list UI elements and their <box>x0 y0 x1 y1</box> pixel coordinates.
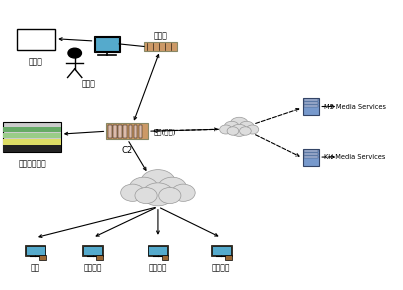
Circle shape <box>158 177 187 198</box>
Bar <box>304 105 318 107</box>
Text: MS Media Services: MS Media Services <box>324 104 386 110</box>
Bar <box>304 102 318 104</box>
Bar <box>148 246 167 255</box>
Bar <box>3 122 61 152</box>
Text: 上传(可选): 上传(可选) <box>154 128 177 135</box>
Bar <box>83 246 102 255</box>
Bar <box>3 127 61 132</box>
Bar <box>3 133 61 138</box>
Text: KH Media Services: KH Media Services <box>324 154 385 160</box>
Circle shape <box>171 184 195 201</box>
Text: 点播: 点播 <box>31 264 40 273</box>
Text: 课件点播: 课件点播 <box>149 264 167 273</box>
Bar <box>162 255 168 260</box>
Bar <box>147 245 168 255</box>
Circle shape <box>240 127 251 135</box>
Circle shape <box>129 177 158 198</box>
Bar <box>303 149 319 166</box>
Bar <box>144 42 177 51</box>
Text: 直播课堂: 直播课堂 <box>83 264 102 273</box>
Bar <box>303 98 319 115</box>
Bar <box>96 255 103 260</box>
Bar <box>134 125 137 137</box>
Circle shape <box>142 183 174 206</box>
Bar <box>94 36 120 52</box>
Text: 投影仪: 投影仪 <box>29 57 43 66</box>
Circle shape <box>224 121 239 132</box>
Text: 实时生成课件: 实时生成课件 <box>18 160 46 168</box>
Bar <box>304 156 318 158</box>
Bar <box>123 125 127 137</box>
Bar <box>95 37 119 51</box>
Circle shape <box>141 170 175 195</box>
Circle shape <box>246 125 259 134</box>
Circle shape <box>227 127 239 135</box>
Bar <box>108 125 112 137</box>
Bar <box>3 139 61 145</box>
Bar <box>25 246 45 255</box>
Text: 教师机: 教师机 <box>82 79 96 88</box>
Text: 直播课堂: 直播课堂 <box>212 264 231 273</box>
Bar <box>304 99 318 101</box>
Circle shape <box>231 124 247 136</box>
Bar <box>17 29 55 50</box>
Bar <box>106 124 148 139</box>
Circle shape <box>120 184 144 201</box>
Bar <box>129 125 132 137</box>
Bar <box>304 153 318 155</box>
Bar <box>82 245 103 255</box>
Circle shape <box>135 188 157 204</box>
Bar <box>304 150 318 152</box>
Bar <box>225 255 232 260</box>
Circle shape <box>230 117 248 130</box>
Circle shape <box>68 48 81 58</box>
Bar <box>25 245 46 255</box>
Bar <box>3 145 61 152</box>
Bar <box>118 125 122 137</box>
Bar <box>113 125 117 137</box>
Circle shape <box>239 121 254 132</box>
Bar <box>212 246 231 255</box>
Text: C2: C2 <box>122 146 133 155</box>
Circle shape <box>159 188 181 204</box>
Bar <box>211 245 232 255</box>
Text: 交换机: 交换机 <box>154 31 167 40</box>
Circle shape <box>220 125 232 134</box>
Bar <box>39 255 46 260</box>
Bar <box>139 125 143 137</box>
